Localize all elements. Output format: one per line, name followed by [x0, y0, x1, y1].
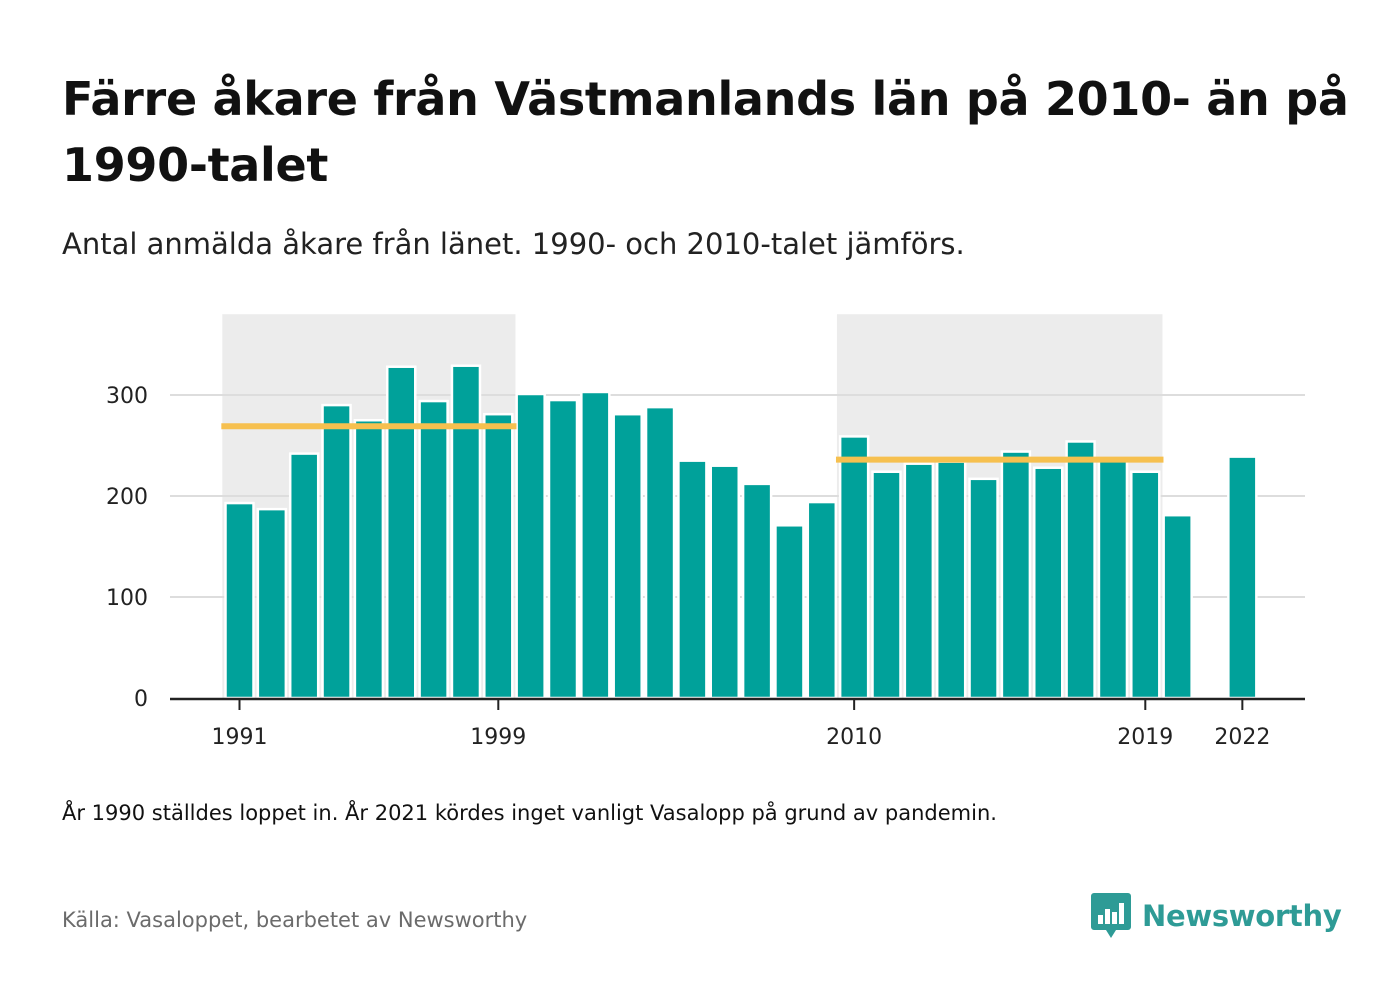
y-tick-label-100: 100	[106, 586, 148, 611]
bar-2002	[580, 390, 611, 700]
x-tick-label-2010: 2010	[826, 725, 882, 750]
y-tick-label-300: 300	[106, 384, 148, 409]
bar-2003	[612, 412, 643, 700]
bar-2000	[515, 392, 546, 700]
bar-2011	[871, 470, 902, 700]
chart-svg: 0 100 200 300 1991 1999 2010 2019 2022	[106, 314, 1305, 750]
bar-2020	[1162, 513, 1193, 700]
bar-2005	[677, 459, 708, 700]
chart-title: Färre åkare från Västmanlands län på 201…	[62, 72, 1349, 192]
average-lines	[221, 423, 1164, 463]
bar-2017	[1065, 440, 1096, 700]
bar-2018	[1097, 457, 1129, 700]
axes: 1991 1999 2010 2019 2022	[170, 697, 1305, 750]
bar-1991	[224, 501, 255, 700]
bar-2014	[968, 477, 999, 700]
bar-1993	[288, 452, 320, 700]
bar-1996	[386, 365, 417, 700]
source-credit: Källa: Vasaloppet, bearbetet av Newswort…	[62, 908, 528, 932]
bar-1994	[321, 403, 352, 700]
bar-1998	[450, 364, 482, 700]
bar-2016	[1033, 466, 1064, 700]
bar-chart: 0 100 200 300 1991 1999 2010 2019 2022	[0, 290, 1400, 780]
bar-1999	[483, 412, 514, 700]
y-tick-label-0: 0	[134, 687, 148, 712]
brand-logo: Newsworthy	[1090, 888, 1342, 944]
bar-2013	[935, 460, 967, 700]
footnote: År 1990 ställdes loppet in. År 2021 körd…	[62, 801, 997, 825]
newsworthy-logo-icon	[1091, 893, 1131, 938]
bar-2015	[1000, 450, 1032, 700]
bar-2012	[903, 462, 935, 700]
x-tick-label-1991: 1991	[212, 725, 268, 750]
bar-2004	[644, 405, 676, 700]
x-tick-label-2019: 2019	[1117, 725, 1173, 750]
bar-2006	[709, 464, 740, 700]
bar-1992	[256, 507, 288, 700]
bar-2001	[547, 398, 579, 700]
bar-2008	[774, 524, 805, 700]
x-tick-label-1999: 1999	[470, 725, 526, 750]
bar-1995	[353, 419, 385, 700]
x-tick-label-2022: 2022	[1214, 725, 1270, 750]
bar-2019	[1130, 470, 1161, 700]
brand-name: Newsworthy	[1142, 899, 1342, 933]
bars	[224, 364, 1258, 700]
bar-2009	[806, 500, 838, 700]
bar-1997	[418, 399, 449, 700]
chart-subtitle: Antal anmälda åkare från länet. 1990- oc…	[62, 227, 965, 261]
y-tick-label-200: 200	[106, 485, 148, 510]
bar-2022	[1227, 455, 1258, 700]
bar-2010	[838, 435, 870, 700]
bar-2007	[741, 482, 773, 700]
